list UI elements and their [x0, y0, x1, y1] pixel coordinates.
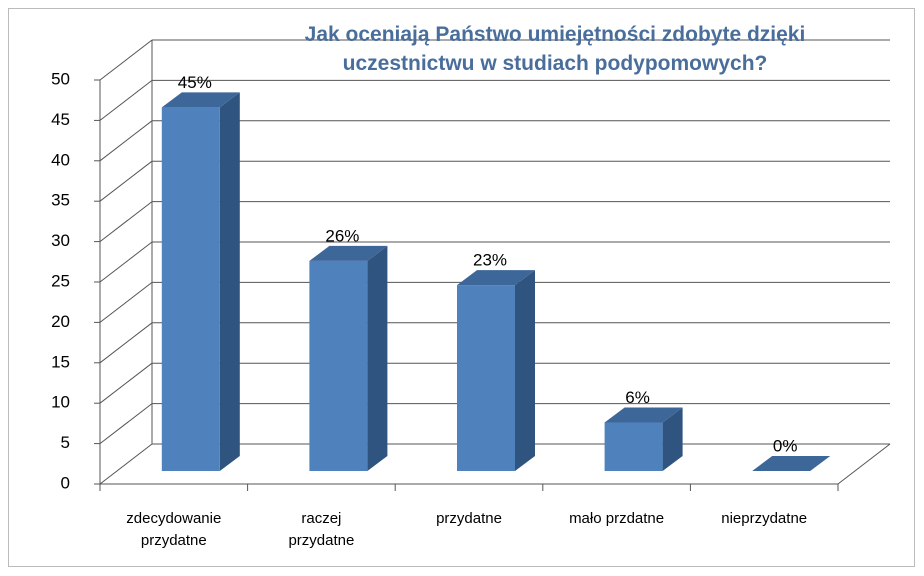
- grid-line-side: [99, 241, 153, 283]
- grid-line-side: [99, 403, 153, 444]
- bar-top: [604, 407, 683, 423]
- bar: [309, 245, 388, 471]
- bar-front: [457, 285, 515, 471]
- x-tick-label: raczej przydatne: [288, 510, 355, 549]
- bar-front: [161, 107, 220, 472]
- bar-top: [161, 92, 240, 108]
- y-tick-label: 40: [51, 150, 70, 169]
- floor-right: [837, 443, 891, 485]
- y-tick-label: 20: [51, 312, 70, 331]
- y-tick-label: 50: [51, 69, 70, 88]
- grid-line-side: [99, 120, 153, 162]
- bar-side: [219, 92, 240, 472]
- y-tick-label: 15: [51, 352, 70, 371]
- bar-side: [515, 270, 535, 471]
- bar: [604, 407, 683, 471]
- data-label: 23%: [473, 251, 507, 270]
- bar-top: [752, 456, 831, 471]
- data-label: 45%: [178, 73, 212, 92]
- data-label: 6%: [625, 388, 650, 407]
- data-label: 26%: [325, 226, 359, 245]
- chart-title: Jak oceniają Państwo umiejętności zdobyt…: [304, 23, 806, 75]
- bar: [161, 92, 240, 472]
- grid-line-side: [99, 160, 153, 202]
- grid-line-side: [99, 201, 153, 242]
- y-tick-label: 25: [51, 271, 70, 290]
- grid-line-side: [99, 80, 153, 121]
- bar-side: [367, 245, 388, 471]
- y-tick-label: 30: [51, 231, 70, 250]
- x-tick-label: przydatne: [436, 510, 502, 527]
- grid-line-side: [99, 282, 153, 323]
- y-tick-label: 0: [61, 473, 70, 492]
- grid-line-side: [99, 322, 153, 364]
- data-label: 0%: [773, 436, 798, 455]
- bar-front: [309, 260, 368, 471]
- bar-top: [457, 270, 535, 286]
- grid-line-side: [99, 443, 153, 485]
- bar: [752, 456, 831, 471]
- frame: [8, 8, 915, 567]
- y-tick-label: 5: [61, 433, 70, 452]
- y-tick-label: 45: [51, 110, 70, 129]
- grid-line-side: [99, 39, 153, 81]
- bar-top: [309, 245, 388, 261]
- y-tick-label: 35: [51, 191, 70, 210]
- x-tick-label: zdecydowanie przydatne: [126, 510, 222, 549]
- y-tick-label: 10: [51, 393, 70, 412]
- grid-line-side: [99, 362, 153, 404]
- bar-front: [604, 422, 663, 471]
- bar: [457, 270, 535, 471]
- x-tick-label: nieprzydatne: [721, 510, 808, 527]
- x-tick-label: mało przdatne: [569, 510, 665, 527]
- bar-side: [662, 407, 683, 471]
